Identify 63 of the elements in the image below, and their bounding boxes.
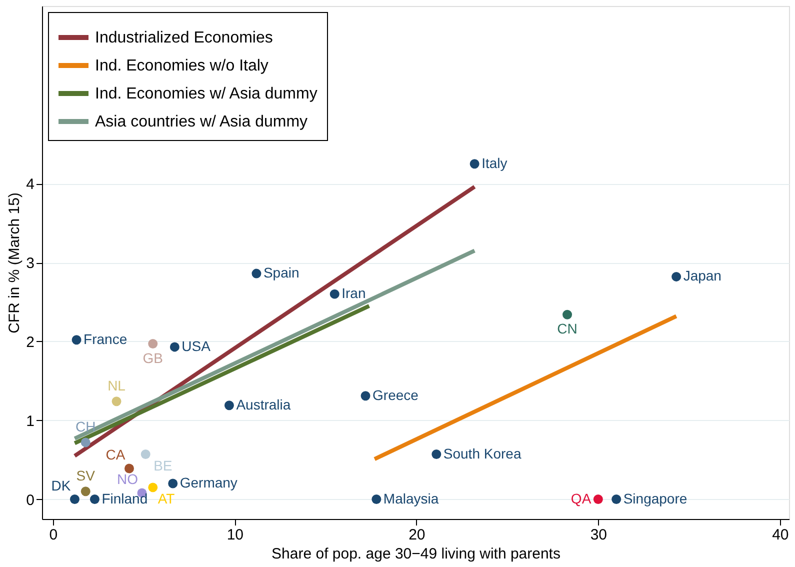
x-axis-title: Share of pop. age 30−49 living with parents (272, 546, 560, 562)
point (148, 482, 158, 492)
annotation: NO (116, 470, 138, 487)
point (330, 289, 340, 299)
legend-label: Asia countries w/ Asia dummy (95, 114, 308, 130)
y-axis-title: CFR in % (March 15) (6, 192, 24, 334)
point (470, 159, 480, 169)
annotation: CN (557, 320, 578, 337)
annotation: GB (142, 350, 163, 366)
point (224, 400, 234, 410)
annotation: South Korea (443, 445, 522, 462)
legend-label: Ind. Economies w/ Asia dummy (95, 86, 318, 102)
annotation: Germany (180, 474, 238, 490)
annotation: Finland (102, 490, 148, 506)
x-tick-label: 0 (49, 526, 58, 544)
annotation: AT (158, 490, 176, 506)
point (252, 268, 262, 278)
point (112, 396, 122, 406)
point (148, 339, 158, 349)
point (593, 494, 603, 504)
point (170, 342, 180, 352)
point (562, 310, 572, 320)
annotation: QA (570, 490, 592, 506)
annotation: Italy (482, 154, 508, 171)
point (672, 272, 682, 282)
point (124, 464, 134, 474)
point (80, 438, 90, 448)
point (168, 478, 178, 488)
point (432, 450, 442, 460)
annotation: SV (76, 467, 96, 484)
y-tick-label: 1 (26, 412, 34, 430)
annotation: Malaysia (383, 490, 439, 506)
point (70, 494, 80, 504)
point (140, 450, 150, 460)
annotation: CH (76, 418, 96, 434)
annotation: Greece (372, 386, 419, 403)
annotation: CA (106, 446, 126, 462)
point (372, 494, 382, 504)
point (612, 494, 622, 504)
x-tick-label: 10 (226, 526, 244, 544)
y-tick-label: 3 (26, 255, 34, 272)
point (72, 335, 82, 345)
legend-label: Industrialized Economies (95, 30, 273, 46)
legend-label: Ind. Economies w/o Italy (95, 58, 268, 74)
x-tick-label: 40 (772, 526, 789, 544)
annotation: DK (51, 477, 72, 494)
annotation: Australia (236, 396, 291, 412)
y-tick-label: 2 (26, 334, 34, 351)
annotation: Singapore (623, 490, 688, 506)
point (80, 486, 90, 496)
y-tick-label: 0 (26, 492, 34, 509)
annotation: France (84, 330, 128, 347)
annotation: Spain (263, 264, 300, 281)
annotation: NL (108, 377, 126, 394)
annotation: USA (182, 338, 212, 354)
x-tick-label: 20 (408, 526, 426, 544)
x-tick-label: 30 (590, 526, 608, 544)
point (90, 494, 100, 504)
y-tick-label: 4 (26, 176, 34, 194)
annotation: Iran (342, 285, 366, 302)
annotation: Japan (683, 268, 722, 284)
annotation: BE (154, 457, 172, 474)
point (360, 391, 370, 401)
